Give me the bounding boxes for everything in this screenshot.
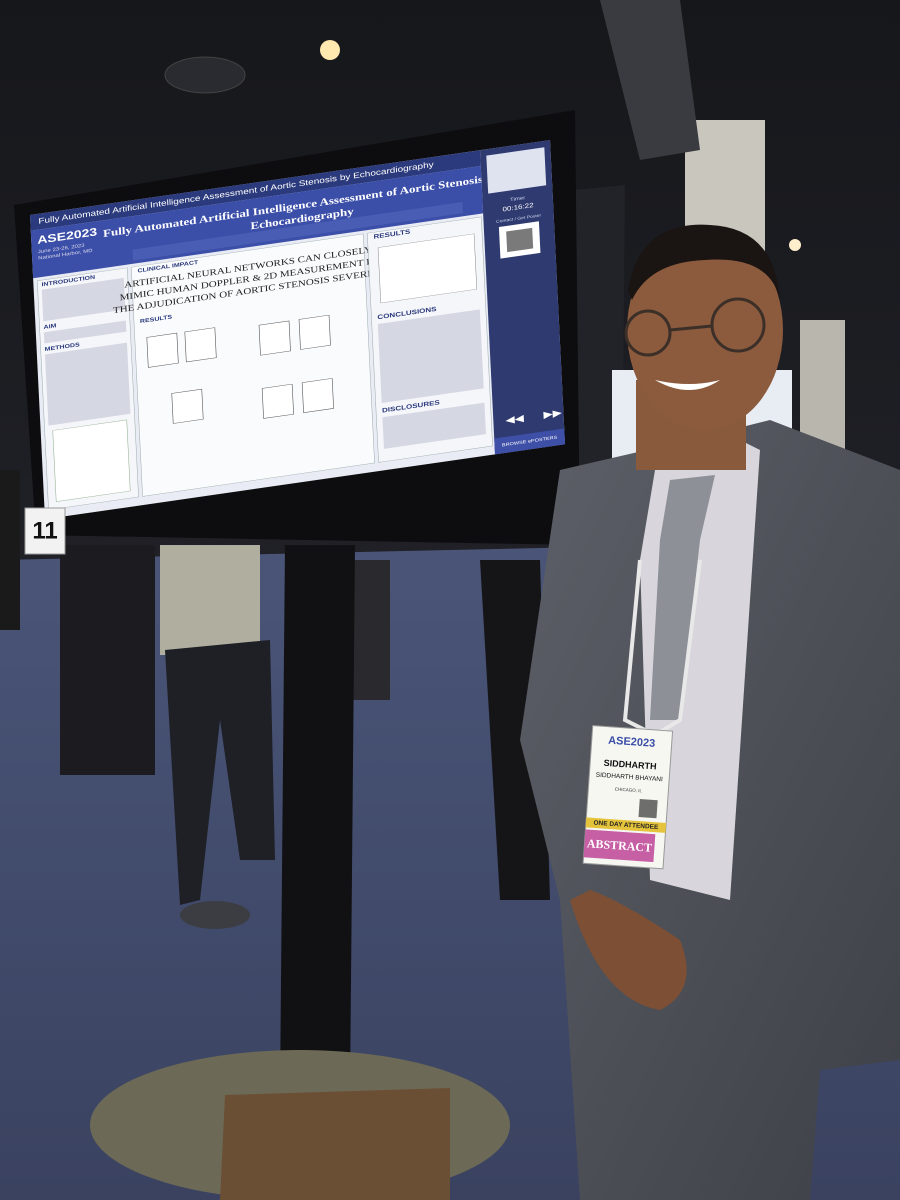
text-block bbox=[382, 402, 486, 449]
badge-tag-text: ABSTRACT bbox=[586, 836, 652, 855]
badge-tag bbox=[583, 829, 656, 863]
background-person bbox=[60, 545, 155, 775]
poster-thumbnail bbox=[486, 147, 547, 194]
booth-number: 11 bbox=[32, 517, 57, 544]
results-table bbox=[377, 233, 478, 304]
qr-pattern bbox=[506, 227, 534, 253]
ceiling-beam bbox=[600, 0, 700, 160]
presenter-hands bbox=[570, 890, 687, 1010]
badge: ASE2023 SIDDHARTH SIDDHARTH BHAYANI CHIC… bbox=[582, 725, 674, 870]
conference-dates: June 23-26, 2023 bbox=[38, 243, 85, 255]
badge-ribbon-text: ONE DAY ATTENDEE bbox=[593, 820, 659, 832]
monitor-stand bbox=[280, 545, 355, 1090]
background-person bbox=[480, 560, 550, 900]
next-button[interactable]: ▶▶ bbox=[543, 407, 563, 420]
ceiling-light bbox=[789, 239, 801, 251]
text-block bbox=[43, 320, 127, 344]
badge-ribbon bbox=[585, 817, 667, 833]
scatter-plot bbox=[301, 378, 334, 413]
badge-full-name: SIDDHARTH BHAYANI bbox=[595, 772, 663, 784]
presenter-smile bbox=[655, 380, 720, 390]
scatter-plot bbox=[261, 383, 294, 419]
presenter-tie bbox=[650, 475, 715, 720]
prev-button[interactable]: ◀◀ bbox=[505, 413, 525, 426]
contact-label: Contact / Get Poster bbox=[496, 213, 542, 224]
scatter-plot bbox=[258, 320, 291, 356]
scatter-plot bbox=[171, 388, 204, 424]
booth-sign bbox=[24, 507, 66, 555]
middle-column bbox=[131, 233, 375, 497]
background-person bbox=[350, 560, 390, 700]
header-bar bbox=[30, 150, 481, 231]
second-monitor bbox=[572, 185, 625, 500]
sidebar bbox=[480, 140, 566, 455]
author-line bbox=[132, 202, 463, 261]
section-heading: METHODS bbox=[45, 342, 80, 353]
background-person bbox=[0, 470, 20, 630]
scatter-plot bbox=[184, 327, 217, 363]
background-person-legs bbox=[165, 640, 275, 905]
badge-qr bbox=[638, 799, 658, 819]
shoe bbox=[180, 901, 250, 929]
text-block bbox=[377, 309, 484, 404]
badge-logo: ASE2023 bbox=[608, 735, 656, 750]
badge-first-name: SIDDHARTH bbox=[603, 758, 657, 772]
glasses-lens bbox=[624, 309, 672, 357]
bag bbox=[220, 1088, 450, 1200]
vent bbox=[164, 56, 246, 94]
section-heading: AIM bbox=[43, 323, 56, 331]
section-heading: RESULTS bbox=[140, 314, 172, 325]
text-block bbox=[41, 277, 126, 322]
ceiling-light bbox=[320, 40, 340, 60]
browse-button[interactable] bbox=[494, 428, 566, 455]
presenter-hair bbox=[628, 224, 780, 300]
scatter-plot bbox=[298, 314, 331, 350]
badge-city: CHICAGO, IL bbox=[615, 786, 643, 793]
presenter-face bbox=[627, 230, 783, 430]
flowchart bbox=[52, 419, 131, 502]
background-person-shirt bbox=[160, 545, 260, 655]
glasses-lens bbox=[710, 297, 766, 353]
text-block bbox=[44, 342, 131, 426]
scatter-plot bbox=[146, 332, 179, 368]
glasses-bridge bbox=[669, 324, 713, 332]
timer-label: Timer bbox=[510, 196, 526, 203]
pillar bbox=[800, 320, 845, 450]
